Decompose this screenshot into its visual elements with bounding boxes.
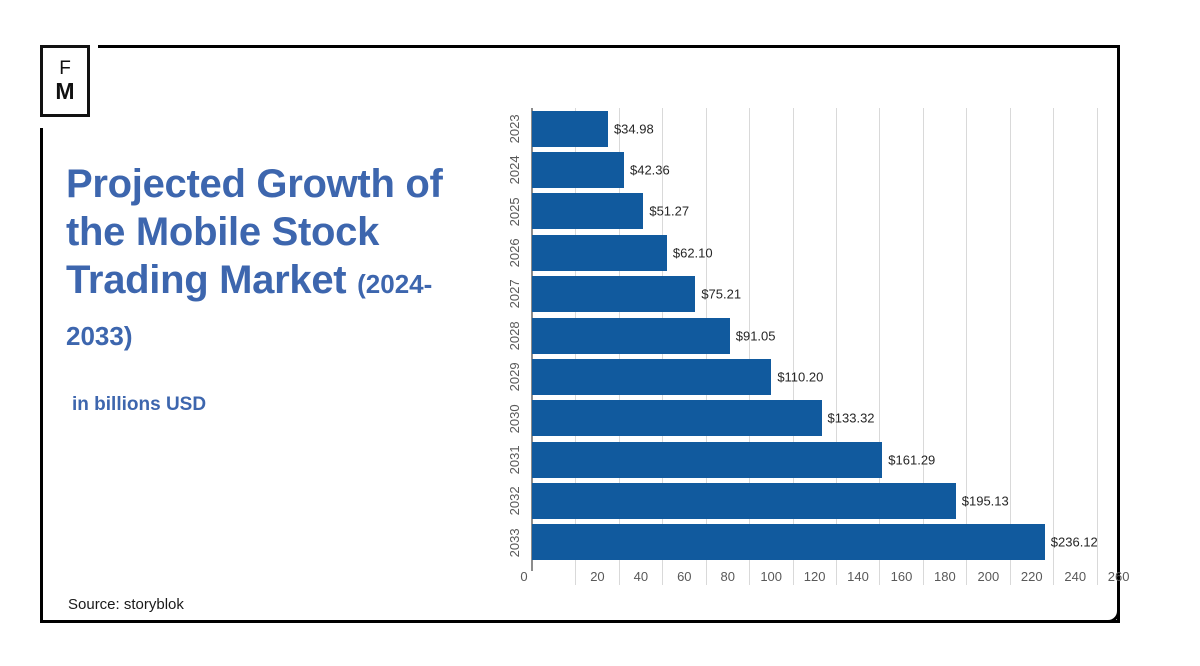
y-axis-tick-label: 2023 [507,114,522,144]
bar[interactable] [532,276,696,313]
bar[interactable] [532,152,624,189]
page-title-years: (2024-2033) [66,269,433,351]
x-axis-tick-mark [879,563,881,585]
frame-border-right [1117,45,1120,623]
bar-value-label: $51.27 [649,203,690,219]
frame-border-left [40,128,43,623]
x-axis-tick-label: 180 [934,569,956,584]
bar-value-label: $34.98 [613,121,654,137]
x-axis-tick-label: 80 [720,569,735,584]
page-title-main: Projected Growth of the Mobile Stock Tra… [66,162,443,302]
bar[interactable] [532,400,822,437]
bar-value-label: $42.36 [629,162,670,178]
bar-value-label: $62.10 [672,245,713,261]
x-axis-tick-mark [1096,563,1098,585]
gridline [922,108,924,563]
x-axis-tick-mark [575,563,577,585]
x-axis-tick-label: 20 [590,569,605,584]
bar-value-label: $110.20 [777,369,824,385]
x-axis-tick-label: 200 [977,569,1000,584]
frame-corner-bottom-right [1098,601,1120,623]
y-axis-tick-label: 2026 [507,238,522,268]
bar-row[interactable]: $195.13 [532,482,1101,519]
x-axis-tick-label: 160 [890,569,913,584]
y-axis-tick-label: 2027 [507,279,522,309]
bar-chart: $34.98 $42.36 $51.27 $62.10 $75.21 $91.05 $110… [505,100,1130,595]
y-axis-tick-label: 2032 [507,486,522,516]
x-axis: 0 20 40 60 80 100 120 140 160 180 200 220 240 260 [520,563,1130,593]
bar-row[interactable]: $236.12 [532,524,1101,561]
y-axis-tick-label: 2028 [507,321,522,350]
logo-letter-f: F [59,58,71,79]
x-axis-tick-mark [618,563,620,585]
x-axis-tick-mark [749,563,751,585]
gridline [792,108,794,563]
logo-letter-m: M [55,78,75,104]
x-axis-tick-label: 260 [1107,569,1130,584]
gridline [749,108,751,563]
bar-row[interactable]: $51.27 [532,193,1101,230]
gridline [879,108,881,563]
bar[interactable] [532,482,956,519]
x-axis-tick-mark [662,563,664,585]
x-axis-tick-label: 240 [1064,569,1087,584]
bar[interactable] [532,358,772,395]
bar-value-label: $75.21 [701,286,742,302]
plot-area: $34.98 $42.36 $51.27 $62.10 $75.21 $91.05 $110… [532,108,1101,563]
x-axis-tick-label: 100 [760,569,783,584]
x-axis-tick-label: 60 [677,569,692,584]
bar[interactable] [532,441,883,478]
bar-row[interactable]: $62.10 [532,234,1101,271]
bar-value-label: $133.32 [827,410,875,426]
bar-row[interactable]: $34.98 [532,110,1101,147]
y-axis-tick-label: 2024 [507,155,522,185]
bar-row[interactable]: $75.21 [532,276,1101,313]
bar[interactable] [532,193,644,230]
gridline [1009,108,1011,563]
gridline [1053,108,1055,563]
bar-value-label: $236.12 [1050,534,1098,550]
x-axis-tick-label: 120 [803,569,826,584]
bar[interactable] [532,524,1045,561]
y-axis-tick-label: 2029 [507,362,522,392]
x-axis-tick-label: 220 [1020,569,1043,584]
x-axis-tick-label: 140 [847,569,869,584]
bar-row[interactable]: $133.32 [532,400,1101,437]
bar-value-label: $195.13 [961,493,1009,509]
y-axis-tick-label: 2033 [507,527,522,557]
x-axis-tick-mark [792,563,794,585]
x-axis-tick-mark [705,563,707,585]
y-axis-tick-label: 2030 [507,403,522,433]
chart-subtitle: in billions USD [72,394,207,415]
bar-row[interactable]: $91.05 [532,317,1101,354]
bar-value-label: $91.05 [735,328,776,343]
x-axis-tick-mark [966,563,968,585]
frame-border-bottom [40,620,1120,623]
bar-row[interactable]: $42.36 [532,152,1101,189]
gridline [836,108,838,563]
bar[interactable] [532,110,608,147]
x-axis-tick-mark [1009,563,1011,585]
y-axis-tick-label: 2031 [507,445,522,475]
x-axis-tick-mark [1053,563,1055,585]
y-axis-tick-label: 2025 [507,196,522,226]
page-title: Projected Growth of the Mobile Stock Tra… [66,160,486,360]
bar[interactable] [532,317,730,354]
x-axis-tick-label: 0 [520,569,528,584]
x-axis-tick-mark [836,563,838,585]
brand-logo: F M [40,45,90,117]
x-axis-tick-label: 40 [633,569,649,584]
gridline [1096,108,1098,563]
frame-border-top [98,45,1120,48]
x-axis-tick-mark [922,563,924,585]
bar-value-label: $161.29 [888,452,936,468]
bar[interactable] [532,234,667,271]
source-attribution: Source: storyblok [68,596,184,613]
bar-row[interactable]: $161.29 [532,441,1101,478]
bar-row[interactable]: $110.20 [532,358,1101,395]
gridline [966,108,968,563]
